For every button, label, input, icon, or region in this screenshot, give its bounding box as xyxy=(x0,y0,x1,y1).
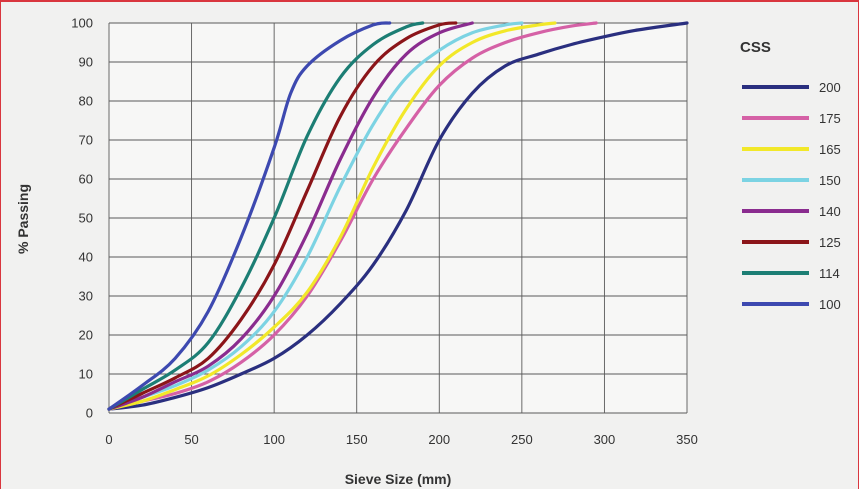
legend-label-140: 140 xyxy=(819,204,841,219)
x-tick-label: 150 xyxy=(346,432,368,447)
legend-label-200: 200 xyxy=(819,80,841,95)
legend-label-150: 150 xyxy=(819,173,841,188)
legend-label-125: 125 xyxy=(819,235,841,250)
legend-title: CSS xyxy=(740,39,771,56)
x-tick-label: 300 xyxy=(594,432,616,447)
series-line-100 xyxy=(107,21,392,411)
x-tick-label: 200 xyxy=(428,432,450,447)
series-line-150 xyxy=(107,21,524,411)
x-tick-label: 100 xyxy=(263,432,285,447)
series-line-200 xyxy=(107,21,689,411)
y-tick-label: 30 xyxy=(79,289,93,304)
series-line-114 xyxy=(107,21,425,411)
legend-label-114: 114 xyxy=(819,266,840,281)
y-tick-label: 90 xyxy=(79,55,93,70)
y-tick-label: 10 xyxy=(79,367,93,382)
legend-label-165: 165 xyxy=(819,142,841,157)
x-tick-label: 0 xyxy=(105,432,112,447)
y-tick-label: 80 xyxy=(79,94,93,109)
y-tick-label: 20 xyxy=(79,328,93,343)
y-tick-label: 50 xyxy=(79,211,93,226)
y-tick-label: 40 xyxy=(79,250,93,265)
series-line-175 xyxy=(107,21,598,411)
series-line-140 xyxy=(107,21,474,411)
y-tick-label: 70 xyxy=(79,133,93,148)
x-axis-title: Sieve Size (mm) xyxy=(345,471,452,487)
y-tick-label: 0 xyxy=(86,406,93,421)
legend: CSS 200 175 165 150 140 125 114 100 xyxy=(740,39,841,312)
x-tick-label: 350 xyxy=(676,432,698,447)
legend-label-175: 175 xyxy=(819,111,841,126)
y-tick-label: 100 xyxy=(71,16,93,31)
x-tick-label: 50 xyxy=(184,432,198,447)
series-line-165 xyxy=(107,21,557,411)
y-tick-label: 60 xyxy=(79,172,93,187)
y-axis-title: % Passing xyxy=(15,184,31,254)
series-line-125 xyxy=(107,21,458,411)
legend-label-100: 100 xyxy=(819,297,841,312)
x-tick-label: 250 xyxy=(511,432,533,447)
